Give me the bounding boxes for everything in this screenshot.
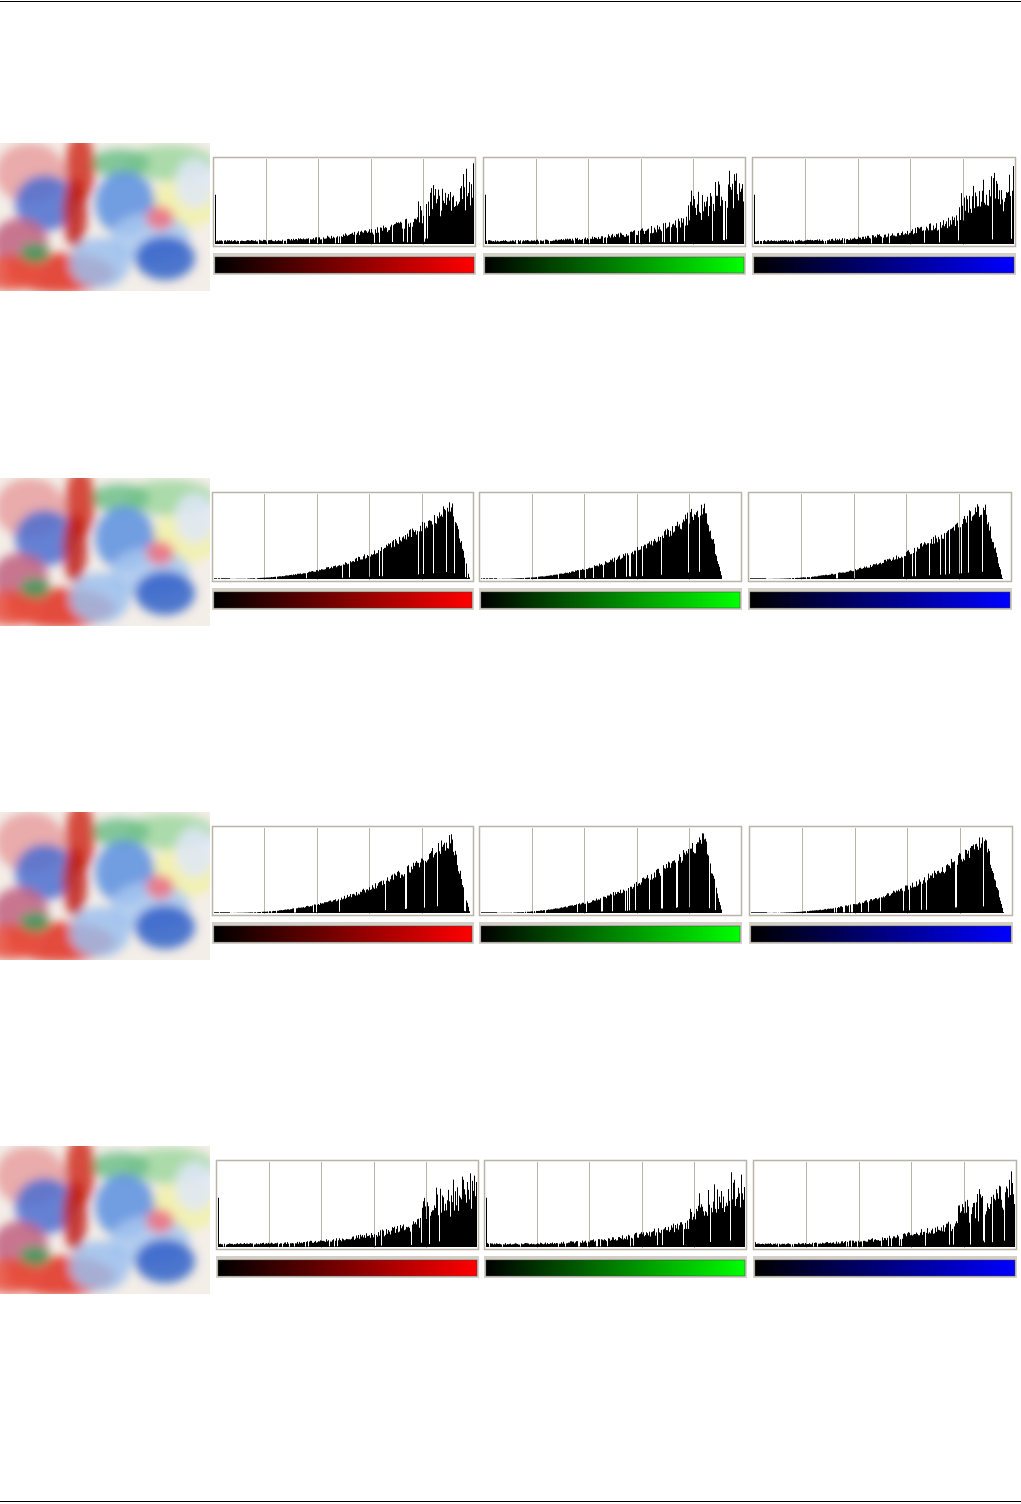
paint-blob xyxy=(175,827,210,877)
histogram-frame xyxy=(215,1159,480,1251)
thumbnail xyxy=(0,143,210,291)
paint-blob xyxy=(70,573,130,623)
gradient-bar xyxy=(484,256,745,274)
paint-blob xyxy=(90,818,150,846)
gradient-bar xyxy=(213,925,473,943)
paint-layer xyxy=(0,478,210,626)
gradient-bar xyxy=(213,591,473,609)
paint-blob xyxy=(63,847,87,917)
paint-blob xyxy=(135,1239,195,1283)
paint-blob xyxy=(146,875,174,899)
histogram-shape xyxy=(486,1172,745,1247)
paint-blob xyxy=(135,571,195,615)
gradient-bar xyxy=(480,591,741,609)
paint-blob xyxy=(15,175,75,231)
histogram-shape xyxy=(751,837,1011,913)
paint-blob xyxy=(15,510,75,566)
paint-blob xyxy=(135,905,195,949)
paint-blob xyxy=(70,907,130,957)
histogram-shape xyxy=(214,834,472,913)
gradient-bar xyxy=(749,591,1011,609)
histogram-shape xyxy=(754,166,1014,244)
paint-blob xyxy=(63,178,87,248)
paint-blob xyxy=(175,493,210,543)
paint-blob xyxy=(0,1258,40,1294)
paint-layer xyxy=(0,143,210,291)
histogram-shape xyxy=(215,163,474,244)
paint-blob xyxy=(146,206,174,230)
paint-blob xyxy=(0,924,40,960)
gradient-bar xyxy=(217,1259,478,1277)
paint-blob xyxy=(20,1246,50,1266)
thumbnail xyxy=(0,478,210,626)
histogram-shape xyxy=(481,503,740,579)
paint-blob xyxy=(175,158,210,208)
gradient-bar xyxy=(480,925,741,943)
paint-blob xyxy=(15,844,75,900)
gradient-bar xyxy=(750,925,1012,943)
paint-blob xyxy=(63,513,87,583)
paint-blob xyxy=(20,912,50,932)
thumbnail xyxy=(0,1146,210,1294)
paint-blob xyxy=(15,1178,75,1234)
histogram-shape xyxy=(218,1173,477,1247)
paint-blob xyxy=(146,1209,174,1233)
paint-blob xyxy=(70,238,130,288)
histogram-shape xyxy=(485,170,744,244)
paint-blob xyxy=(90,1152,150,1180)
paint-blob xyxy=(0,255,40,291)
paint-blob xyxy=(90,149,150,177)
gradient-bar xyxy=(214,256,475,274)
paint-blob xyxy=(90,484,150,512)
paint-blob xyxy=(63,1181,87,1251)
paint-blob xyxy=(20,578,50,598)
histogram-shape xyxy=(755,1171,1015,1247)
paint-blob xyxy=(175,1161,210,1211)
paint-blob xyxy=(146,541,174,565)
histogram-shape xyxy=(750,504,1010,579)
thumbnail xyxy=(0,812,210,960)
paint-layer xyxy=(0,812,210,960)
paint-blob xyxy=(20,243,50,263)
gradient-bar xyxy=(753,256,1015,274)
histogram-shape xyxy=(214,502,472,579)
gradient-bar xyxy=(754,1259,1016,1277)
paint-blob xyxy=(70,1241,130,1291)
paint-layer xyxy=(0,1146,210,1294)
gradient-bar xyxy=(485,1259,746,1277)
paint-blob xyxy=(0,590,40,626)
paint-blob xyxy=(135,236,195,280)
histogram-shape xyxy=(481,833,740,913)
